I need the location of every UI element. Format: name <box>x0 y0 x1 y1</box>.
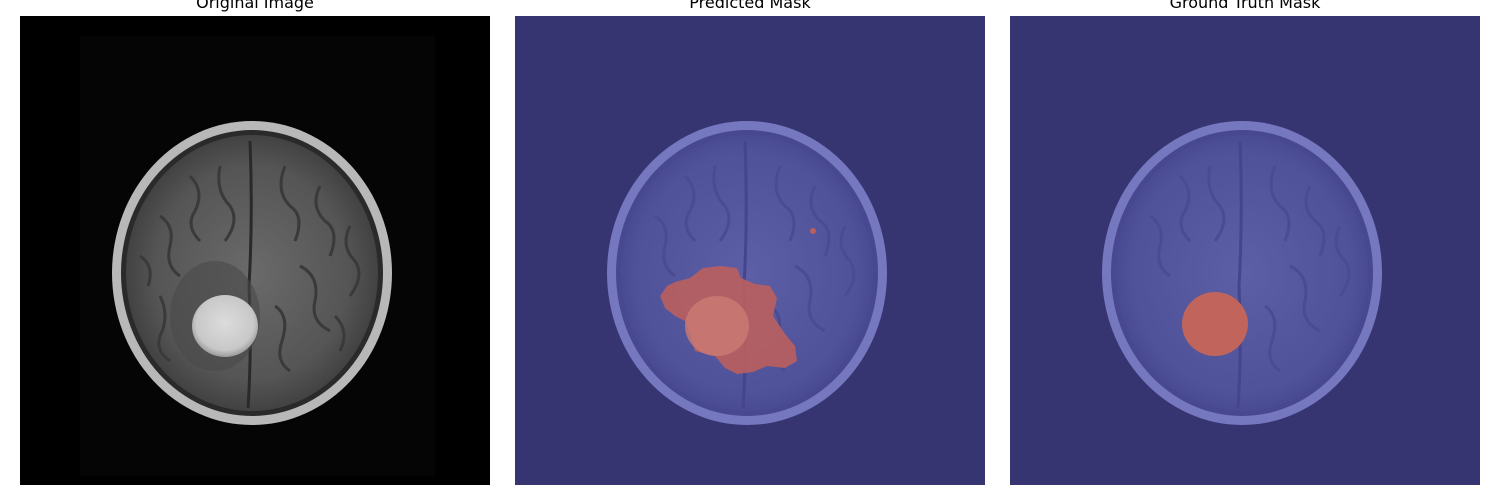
ground-truth-mask-image <box>1010 16 1480 485</box>
panel-title-original: Original Image <box>196 0 314 12</box>
panel-title-predicted: Predicted Mask <box>689 0 811 12</box>
panel-ground-truth: Ground Truth Mask <box>1010 0 1480 500</box>
original-mri-image <box>20 16 490 485</box>
predicted-mask-image <box>515 16 985 485</box>
panel-predicted: Predicted Mask <box>515 0 985 500</box>
panel-title-ground-truth: Ground Truth Mask <box>1169 0 1321 12</box>
panel-original: Original Image <box>20 0 490 500</box>
